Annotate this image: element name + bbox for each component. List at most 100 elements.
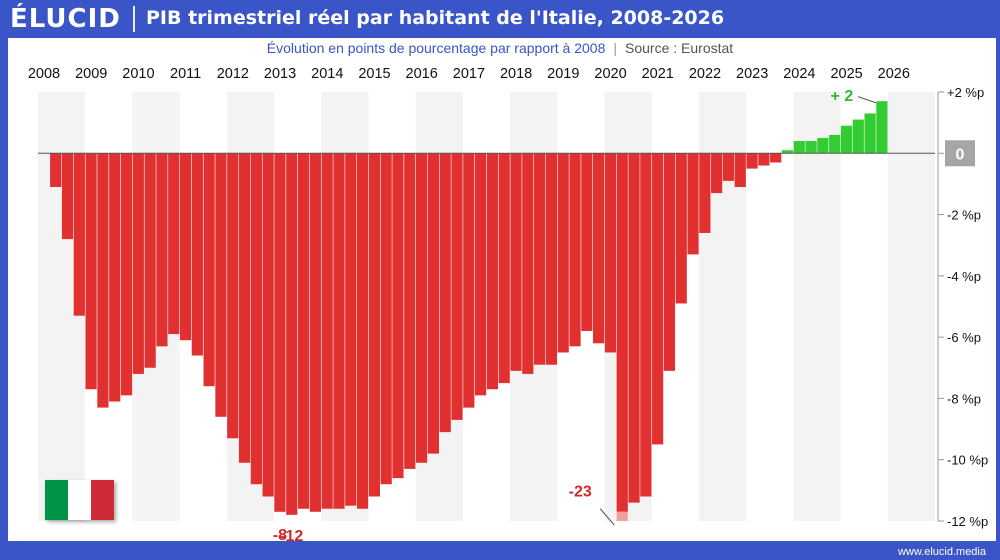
bar [652, 153, 664, 445]
bar [144, 153, 156, 368]
bar [687, 153, 699, 255]
chart-source: Source : Eurostat [625, 40, 734, 56]
bar [168, 153, 180, 335]
bar [864, 113, 876, 154]
x-tick-label: 2009 [75, 66, 107, 82]
x-tick-label: 2021 [642, 66, 674, 82]
bar [427, 153, 439, 454]
x-tick-label: 2012 [217, 66, 249, 82]
bar [156, 153, 168, 347]
bar [593, 153, 605, 344]
bar [50, 153, 62, 187]
bar [569, 153, 581, 347]
bar [238, 153, 251, 463]
bar [486, 153, 499, 390]
bar [321, 153, 333, 509]
bar [73, 153, 85, 316]
flag-stripe-white [68, 480, 91, 520]
x-tick-label: 2024 [783, 66, 815, 82]
bar-overflow [616, 511, 628, 521]
bar [274, 153, 286, 512]
logo-separator [133, 6, 135, 32]
bar [557, 153, 569, 353]
bar [616, 153, 628, 512]
bar [85, 153, 97, 390]
bar [793, 141, 805, 154]
bar [368, 153, 380, 497]
bar [404, 153, 416, 469]
bar [380, 153, 392, 485]
year-band [793, 92, 841, 521]
bar [451, 153, 463, 420]
bar [781, 150, 794, 154]
x-tick-label: 2025 [830, 66, 862, 82]
bar [746, 153, 758, 169]
bar [97, 153, 109, 408]
x-tick-label: 2019 [547, 66, 579, 82]
bar [392, 153, 404, 479]
x-tick-label: 2010 [122, 66, 154, 82]
bar [711, 153, 723, 194]
bar [286, 153, 298, 515]
year-band [887, 92, 935, 521]
bar [876, 101, 888, 154]
brand-logo: ÉLUCID [10, 4, 121, 34]
bar [120, 153, 133, 396]
bar [227, 153, 239, 439]
bar [675, 153, 687, 304]
bar [463, 153, 475, 408]
x-tick-label: 2017 [453, 66, 485, 82]
bar [415, 153, 428, 463]
bar [663, 153, 676, 371]
bar [805, 141, 817, 154]
bar [640, 153, 652, 497]
x-tick-label: 2013 [264, 66, 296, 82]
bar [498, 153, 510, 384]
bar [829, 134, 841, 154]
x-tick-label: 2023 [736, 66, 768, 82]
bar [545, 153, 558, 365]
bar [297, 153, 310, 509]
annotation-label: + 2 [831, 88, 854, 105]
bar [534, 153, 546, 365]
footer-site: www.elucid.media [897, 546, 986, 558]
bar [770, 153, 782, 163]
bar [581, 153, 593, 332]
x-tick-label: 2008 [28, 66, 60, 82]
bar [345, 153, 357, 506]
bar [333, 153, 345, 509]
bar [132, 153, 144, 374]
bar [309, 153, 321, 512]
bar [510, 153, 522, 371]
y-tick-label: -12 %p [947, 514, 988, 529]
y-tick-label: -10 %p [947, 453, 988, 468]
x-tick-label: 2015 [358, 66, 390, 82]
chart-title: PIB trimestriel réel par habitant de l'I… [146, 7, 725, 29]
bar [250, 153, 262, 485]
header-bar: ÉLUCID PIB trimestriel réel par habitant… [0, 0, 1000, 38]
italian-flag [45, 480, 114, 520]
bar [474, 153, 487, 396]
bar [61, 153, 74, 240]
flag-stripe-green [45, 480, 68, 520]
bar [699, 153, 711, 233]
chart-subtitle-line: Évolution en points de pourcentage par r… [0, 40, 1000, 56]
bars-group [38, 101, 935, 521]
zero-label: 0 [956, 146, 965, 163]
subtitle-separator: | [613, 40, 618, 56]
annotation-label: -12 [280, 528, 303, 545]
y-tick-label: +2 %p [947, 85, 984, 100]
x-tick-label: 2016 [406, 66, 438, 82]
bar [109, 153, 121, 402]
x-tick-label: 2018 [500, 66, 532, 82]
x-tick-label: 2011 [170, 66, 201, 82]
bar [439, 153, 451, 433]
bar [628, 153, 640, 503]
bar [191, 153, 203, 356]
x-tick-label: 2014 [311, 66, 343, 82]
flag-stripe-red [91, 480, 114, 520]
bar [604, 153, 617, 353]
x-tick-label: 2020 [594, 66, 626, 82]
y-tick-label: -4 %p [947, 269, 981, 284]
